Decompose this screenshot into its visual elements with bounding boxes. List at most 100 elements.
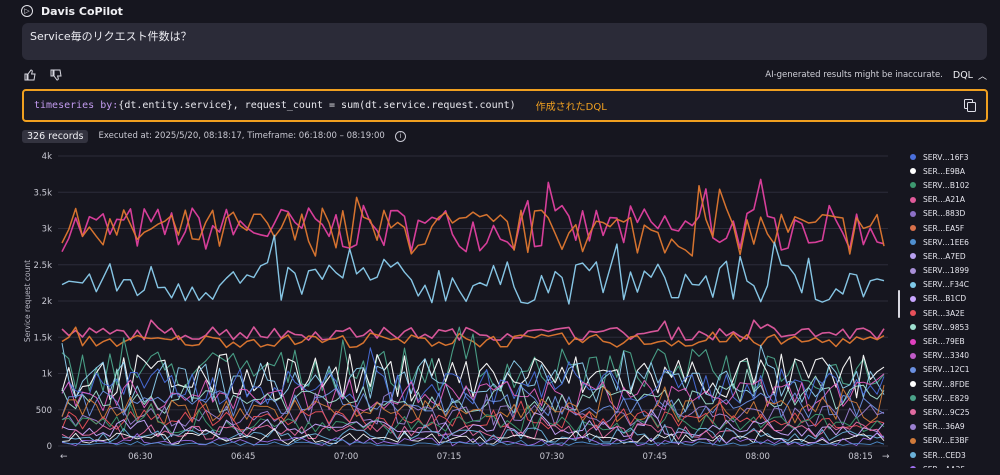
y-axis-label: Service request count (23, 260, 32, 342)
legend-item[interactable]: SER…E9BA (910, 164, 1000, 178)
y-tick-label: 2k (42, 297, 52, 307)
legend-item[interactable]: SERV…E829 (910, 391, 1000, 405)
thumbs-down-icon[interactable] (48, 67, 64, 83)
legend-label: SER…CED3 (923, 450, 966, 460)
x-tick-label: 07:15 (437, 452, 462, 462)
legend-item[interactable]: SER…3A2E (910, 306, 1000, 320)
legend-dot-icon (910, 395, 916, 402)
series-line (61, 234, 885, 305)
x-tick-label: 06:45 (231, 452, 256, 462)
y-tick-label: 3.5k (34, 188, 53, 198)
legend-item[interactable]: SERV…E3BF (910, 434, 1000, 448)
legend-dot-icon (910, 423, 916, 430)
x-tick-label: 07:30 (540, 452, 565, 462)
legend-item[interactable]: SERV…16F3 (910, 150, 1000, 164)
davis-logo-icon: ▷ (21, 5, 33, 17)
legend-item[interactable]: SER…AA25 (910, 462, 1000, 468)
legend-item[interactable]: SER…883D (910, 207, 1000, 221)
dql-toggle-button[interactable]: DQL ︿ (953, 69, 987, 82)
y-tick-label: 1k (42, 370, 52, 380)
legend-dot-icon (910, 409, 916, 416)
y-tick-label: 500 (36, 406, 52, 416)
legend-label: SER…3A2E (923, 308, 965, 318)
x-tick-label: 08:00 (745, 452, 770, 462)
chevron-up-icon: ︿ (977, 71, 987, 82)
legend-label: SERV…E829 (923, 393, 969, 403)
legend-label: SERV…8FDE (923, 379, 970, 389)
records-count-badge: 326 records (22, 129, 89, 143)
legend-label: SERV…16F3 (923, 152, 969, 162)
series-line (61, 439, 885, 447)
dql-expression: {dt.entity.service}, request_count = sum… (118, 100, 516, 111)
result-meta: 326 records Executed at: 2025/5/20, 08:1… (22, 128, 406, 144)
legend-dot-icon (910, 182, 916, 189)
series-line (61, 178, 885, 253)
dql-toggle-label: DQL (952, 69, 973, 81)
legend-label: SER…79EB (923, 337, 965, 347)
legend-label: SERV…1EE6 (923, 237, 969, 247)
scroll-right-icon: → (882, 452, 890, 462)
series-line (61, 408, 885, 438)
scroll-left-icon: ← (60, 452, 68, 462)
legend-label: SERV…9C25 (923, 407, 970, 417)
legend-item[interactable]: SER…79EB (910, 334, 1000, 348)
legend-item[interactable]: SERV…9C25 (910, 405, 1000, 419)
legend-dot-icon (910, 381, 916, 388)
series-line (61, 419, 885, 443)
legend-item[interactable]: SER…EA5F (910, 221, 1000, 235)
legend-dot-icon (910, 168, 916, 175)
legend-item[interactable]: SER…B1CD (910, 292, 1000, 306)
ai-disclaimer: AI-generated results might be inaccurate… (765, 70, 943, 80)
legend-item[interactable]: SERV…3340 (910, 349, 1000, 363)
legend-label: SER…A7ED (923, 251, 966, 261)
legend-item[interactable]: SERV…1EE6 (910, 235, 1000, 249)
legend-label: SERV…B102 (923, 180, 970, 190)
legend-dot-icon (910, 338, 916, 345)
legend-item[interactable]: SERV…B102 (910, 178, 1000, 192)
y-tick-label: 2.5k (34, 261, 53, 271)
legend-item[interactable]: SER…A7ED (910, 249, 1000, 263)
legend-dot-icon (910, 253, 916, 260)
legend-label: SER…AA25 (923, 465, 965, 468)
y-tick-label: 0 (47, 442, 52, 452)
legend-item[interactable]: SER…36A9 (910, 420, 1000, 434)
legend-item[interactable]: SERV…8FDE (910, 377, 1000, 391)
legend-dot-icon (910, 267, 916, 274)
series-line (61, 428, 885, 445)
legend-item[interactable]: SER…CED3 (910, 448, 1000, 462)
legend-label: SER…36A9 (923, 422, 965, 432)
series-line (61, 353, 885, 402)
legend-dot-icon (910, 154, 916, 161)
y-tick-label: 4k (42, 152, 52, 162)
thumbs-up-icon[interactable] (22, 67, 38, 83)
legend-label: SERV…3340 (923, 351, 970, 361)
series-line (61, 383, 885, 419)
legend-item[interactable]: SERV…12C1 (910, 363, 1000, 377)
execution-info: Executed at: 2025/5/20, 08:18:17, Timefr… (98, 131, 385, 141)
x-tick-label: 06:30 (128, 452, 153, 462)
query-annotation: 作成されたDQL (535, 102, 607, 113)
copilot-title: Davis CoPilot (41, 4, 123, 18)
dql-query-box[interactable]: timeseries by:{dt.entity.service}, reque… (22, 89, 988, 122)
info-icon[interactable]: i (394, 130, 406, 142)
legend-dot-icon (910, 324, 916, 331)
legend-label: SERV…1899 (923, 266, 970, 276)
copy-icon[interactable] (964, 99, 976, 112)
legend-dot-icon (910, 437, 916, 444)
series-line (61, 403, 885, 435)
legend-item[interactable]: SERV…F34C (910, 278, 1000, 292)
x-tick-label: 08:15 (848, 452, 873, 462)
chart-legend: SERV…16F3 SER…E9BA SERV…B102 SER…A21A SER…88… (910, 150, 1000, 468)
series-line (61, 326, 885, 392)
legend-scrollbar[interactable] (898, 290, 900, 318)
legend-label: SER…B1CD (923, 294, 967, 304)
legend-item[interactable]: SERV…9853 (910, 320, 1000, 334)
legend-item[interactable]: SERV…1899 (910, 264, 1000, 278)
dql-query: timeseries by:{dt.entity.service}, reque… (34, 100, 516, 111)
legend-dot-icon (910, 239, 916, 246)
legend-item[interactable]: SER…A21A (910, 193, 1000, 207)
chart-svg: 0 500 1k 1.5k 2k 2.5k 3k 3.5k 4k Service request … (23, 152, 890, 462)
legend-label: SER…A21A (923, 195, 966, 205)
legend-dot-icon (910, 196, 916, 203)
legend-dot-icon (910, 225, 916, 232)
